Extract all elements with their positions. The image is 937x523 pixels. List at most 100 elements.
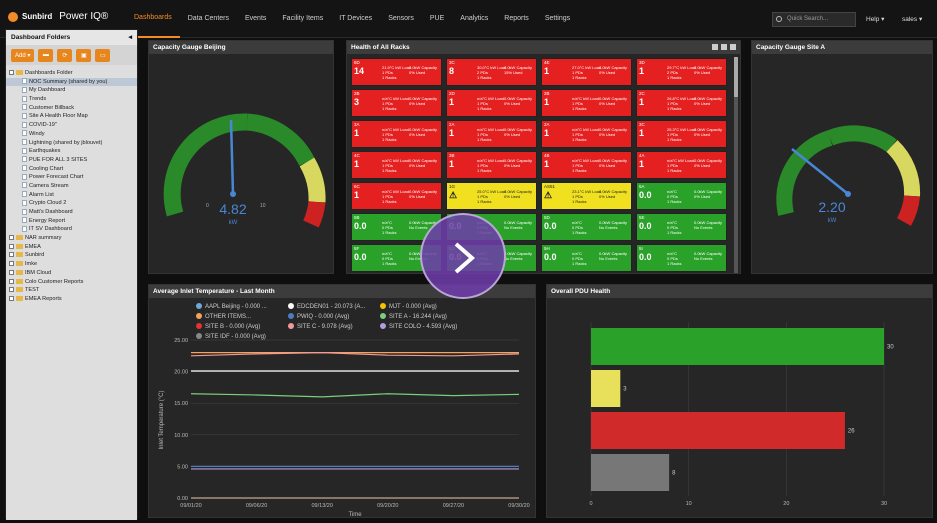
legend-swatch[interactable] xyxy=(380,303,386,309)
minimize-icon[interactable] xyxy=(730,44,736,50)
tree-dashboard[interactable]: Energy Report xyxy=(6,217,137,226)
tree-dashboard[interactable]: Trends xyxy=(6,95,137,104)
bar[interactable] xyxy=(591,370,621,407)
tree-folder[interactable]: IBM Cloud xyxy=(6,269,137,278)
legend-label[interactable]: SITE C - 9.078 (Avg) xyxy=(297,324,353,330)
bar[interactable] xyxy=(591,412,845,449)
tree-dashboard[interactable]: Alarm List xyxy=(6,191,137,200)
legend-label[interactable]: AAPL Beijing - 0.000 ... xyxy=(205,304,267,310)
tree-folder[interactable]: Dashboards Folder xyxy=(6,69,137,78)
rack-tile[interactable]: 1G ⚠ 25.0°C kW Load 1 PDs 1 Racks 0.0kW Cap… xyxy=(446,182,537,210)
rack-tile[interactable]: 3B 1 n/a°C kW Load 1 PDs 1 Racks 0.0kW Capa… xyxy=(446,151,537,179)
help-menu[interactable]: Help ▾ xyxy=(866,16,885,23)
expand-toggle-icon[interactable] xyxy=(9,278,14,284)
rack-tile[interactable]: 4C 1 n/a°C kW Load 1 PDs 1 Racks 0.0kW Capa… xyxy=(351,151,442,179)
bar[interactable] xyxy=(591,454,670,491)
rack-tile[interactable]: 3A 1 n/a°C kW Load 1 PDs 1 Racks 0.0kW Capa… xyxy=(351,120,442,148)
nav-facility-items[interactable]: Facility Items xyxy=(282,15,324,22)
legend-label[interactable]: SITE IDF - 0.000 (Avg) xyxy=(205,334,266,340)
nav-analytics[interactable]: Analytics xyxy=(460,15,489,22)
expand-toggle-icon[interactable] xyxy=(9,295,14,301)
tree-dashboard[interactable]: Cooling Chart xyxy=(6,165,137,174)
rack-tile[interactable]: 3C 1 25.3°C kW Load 1 PDs 1 Racks 0.0kW Cap… xyxy=(636,120,727,148)
tree-dashboard[interactable]: NOC Summary (shared by you) xyxy=(6,77,137,87)
tree-dashboard[interactable]: COVID-19" xyxy=(6,121,137,130)
bar[interactable] xyxy=(591,328,884,365)
user-menu[interactable]: sales ▾ xyxy=(902,16,923,23)
expand-toggle-icon[interactable] xyxy=(9,70,14,76)
legend-label[interactable]: MJT - 0.000 (Avg) xyxy=(389,304,437,310)
tree-folder[interactable]: Colo Customer Reports xyxy=(6,278,137,287)
nav-reports[interactable]: Reports xyxy=(504,15,529,22)
rack-tile[interactable]: 2B 1 n/a°C kW Load 1 PDs 1 Racks 0.0kW Capa… xyxy=(541,89,632,117)
legend-swatch[interactable] xyxy=(288,313,294,319)
save-button[interactable]: ▣ xyxy=(76,48,92,62)
legend-swatch[interactable] xyxy=(196,323,202,329)
tree-folder[interactable]: Imke xyxy=(6,260,137,269)
rack-tile[interactable]: 2A 1 n/a°C kW Load 1 PDs 1 Racks 0.0kW Capa… xyxy=(541,120,632,148)
remove-button[interactable]: ▬ xyxy=(38,48,54,62)
tree-dashboard[interactable]: Site A Health Floor Map xyxy=(6,112,137,121)
legend-label[interactable]: SITE B - 0.000 (Avg) xyxy=(205,324,260,330)
rack-tile[interactable]: 4B 1 n/a°C kW Load 1 PDs 1 Racks 0.0kW Capa… xyxy=(541,151,632,179)
legend-label[interactable]: SITE A - 16.244 (Avg) xyxy=(389,314,447,320)
legend-swatch[interactable] xyxy=(196,313,202,319)
tree-folder[interactable]: EMEA xyxy=(6,243,137,252)
nav-data-centers[interactable]: Data Centers xyxy=(187,15,229,22)
rack-tile[interactable]: 2B 3 n/a°C kW Load 1 PDs 1 Racks 0.0kW Capa… xyxy=(351,89,442,117)
nav-sensors[interactable]: Sensors xyxy=(388,15,414,22)
rack-grid-scrollbar[interactable] xyxy=(734,57,738,273)
expand-toggle-icon[interactable] xyxy=(9,252,14,258)
user-icon[interactable] xyxy=(712,44,718,50)
nav-it-devices[interactable]: IT Devices xyxy=(339,15,373,22)
legend-swatch[interactable] xyxy=(288,323,294,329)
rack-tile[interactable]: 5H 0.0 n/a°C 0 PDs 1 Racks 0.0kW Capacity N… xyxy=(541,244,632,272)
collapse-left-icon[interactable]: ◂ xyxy=(128,34,132,41)
refresh-button[interactable]: ⟳ xyxy=(57,48,73,62)
tree-dashboard[interactable]: PUE FOR ALL 3 SITES xyxy=(6,156,137,165)
tree-dashboard[interactable]: Power Forecast Chart xyxy=(6,173,137,182)
legend-swatch[interactable] xyxy=(196,333,202,339)
rack-tile[interactable]: 2C 1 26.8°C kW Load 1 PDs 1 Racks 0.0kW Cap… xyxy=(636,89,727,117)
expand-toggle-icon[interactable] xyxy=(9,287,14,293)
tree-dashboard[interactable]: IT SV Dashboard xyxy=(6,225,137,234)
legend-swatch[interactable] xyxy=(288,303,294,309)
tree-dashboard[interactable]: Customer Billback xyxy=(6,104,137,113)
nav-dashboards[interactable]: Dashboards xyxy=(126,0,180,38)
legend-label[interactable]: EDCDEN01 - 20.073 (A... xyxy=(297,304,366,310)
rack-tile[interactable]: 4A 1 n/a°C kW Load 1 PDs 1 Racks 0.0kW Capa… xyxy=(636,151,727,179)
tree-dashboard[interactable]: Matt's Dashboard xyxy=(6,208,137,217)
rack-tile[interactable]: AS51 ⚠ 23.1°C kW Load 1 PDs 1 Racks 0.0kW C… xyxy=(541,182,632,210)
settings-icon[interactable] xyxy=(721,44,727,50)
window-button[interactable]: ▭ xyxy=(95,48,111,62)
rack-tile[interactable]: 8D 14 21.9°C kW Load 1 PDs 1 Racks 0.0kW Ca… xyxy=(351,58,442,86)
tree-folder[interactable]: Sunbird xyxy=(6,251,137,260)
add-button[interactable]: Add ▾ xyxy=(11,48,35,62)
expand-toggle-icon[interactable] xyxy=(9,235,14,241)
rack-tile[interactable]: 6C 1 n/a°C kW Load 1 PDs 1 Racks 0.0kW Capa… xyxy=(351,182,442,210)
legend-swatch[interactable] xyxy=(380,313,386,319)
expand-toggle-icon[interactable] xyxy=(9,261,14,267)
rack-tile[interactable]: 5E 0.0 n/a°C 0 PDs 1 Racks 0.0kW Capacity N… xyxy=(636,213,727,241)
quick-search-input[interactable]: Quick Search... xyxy=(772,12,856,27)
rack-tile[interactable]: 3D 1 29.7°C kW Load 2 PDs 1 Racks 0.0kW Cap… xyxy=(636,58,727,86)
tree-dashboard[interactable]: My Dashboard xyxy=(6,86,137,95)
legend-label[interactable]: PWIQ - 0.000 (Avg) xyxy=(297,314,349,320)
rack-tile[interactable]: 5D 0.0 n/a°C 0 PDs 1 Racks 0.0kW Capacity N… xyxy=(541,213,632,241)
rack-tile[interactable]: 2D 1 n/a°C kW Load 1 PDs 1 Racks 0.0kW Capa… xyxy=(446,89,537,117)
rack-tile[interactable]: 4E 1 27.0°C kW Load 1 PDs 1 Racks 0.0kW Cap… xyxy=(541,58,632,86)
nav-pue[interactable]: PUE xyxy=(429,15,445,22)
expand-toggle-icon[interactable] xyxy=(9,243,14,249)
legend-label[interactable]: SITE COLO - 4.593 (Avg) xyxy=(389,324,457,330)
tree-folder[interactable]: NAR summary xyxy=(6,234,137,243)
rack-tile[interactable]: 3C 8 30.0°C kW Load 2 PDs 1 Racks 0.0kW Cap… xyxy=(446,58,537,86)
tree-dashboard[interactable]: Crypto Cloud 2 xyxy=(6,199,137,208)
tree-dashboard[interactable]: Earthquakes xyxy=(6,147,137,156)
rack-tile[interactable]: 2A 1 n/a°C kW Load 1 PDs 1 Racks 0.0kW Capa… xyxy=(446,120,537,148)
nav-settings[interactable]: Settings xyxy=(544,15,571,22)
legend-swatch[interactable] xyxy=(380,323,386,329)
tree-dashboard[interactable]: Windy xyxy=(6,130,137,139)
video-play-button[interactable] xyxy=(420,213,506,299)
sunbird-logo[interactable]: Sunbird Power IQ® xyxy=(8,11,108,22)
legend-swatch[interactable] xyxy=(196,303,202,309)
